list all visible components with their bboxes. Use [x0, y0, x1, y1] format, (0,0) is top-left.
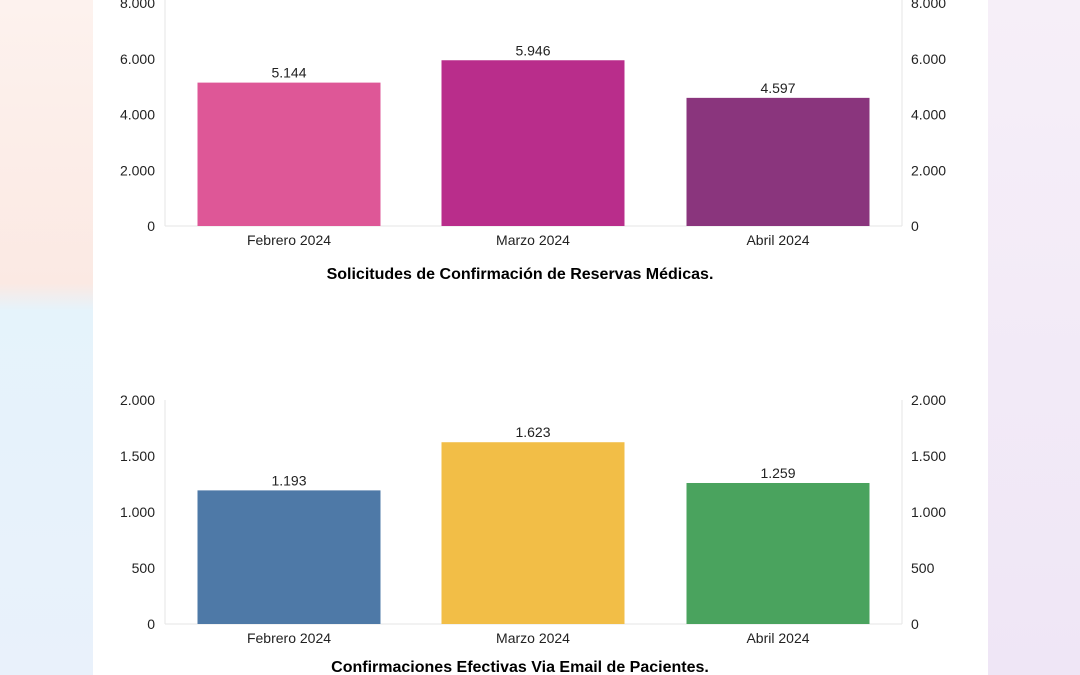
- y-tick-label-right: 8.000: [911, 0, 946, 11]
- bar-0: [197, 82, 381, 227]
- x-category-label: Marzo 2024: [496, 232, 570, 248]
- data-label: 4.597: [760, 80, 795, 96]
- y-tick-label-right: 0: [911, 218, 919, 234]
- y-tick-label-left: 2.000: [120, 392, 155, 408]
- chart-title: Confirmaciones Efectivas Via Email de Pa…: [331, 659, 709, 675]
- y-tick-label-left: 500: [132, 560, 156, 576]
- bar-group: [197, 442, 870, 624]
- chart-reservas: 5.144 5.946 4.597 0 2.000 4.000 6.000 8.000 0 2…: [120, 0, 946, 283]
- bar-2: [686, 482, 870, 624]
- data-label: 1.193: [271, 472, 306, 488]
- x-category-label: Abril 2024: [746, 232, 809, 248]
- right-tick-group: 0 2.000 4.000 6.000 8.000: [911, 0, 946, 234]
- bar-group: [197, 60, 870, 227]
- x-category-label: Marzo 2024: [496, 630, 570, 646]
- data-label: 1.259: [760, 465, 795, 481]
- y-tick-label-left: 1.500: [120, 448, 155, 464]
- y-tick-label-left: 2.000: [120, 162, 155, 178]
- x-category-label: Febrero 2024: [247, 630, 331, 646]
- y-tick-label-left: 0: [147, 218, 155, 234]
- background-left: [0, 0, 93, 675]
- data-label: 1.623: [515, 424, 550, 440]
- y-tick-label-right: 1.500: [911, 448, 946, 464]
- y-tick-label-left: 6.000: [120, 51, 155, 67]
- y-tick-label-left: 1.000: [120, 504, 155, 520]
- category-label-group: Febrero 2024 Marzo 2024 Abril 2024: [247, 630, 810, 646]
- bar-1: [441, 442, 625, 624]
- y-tick-label-right: 2.000: [911, 162, 946, 178]
- bar-2: [686, 97, 870, 226]
- y-tick-label-right: 6.000: [911, 51, 946, 67]
- bar-1: [441, 60, 625, 226]
- y-tick-label-right: 500: [911, 560, 935, 576]
- data-label-group: 1.193 1.623 1.259: [271, 424, 795, 488]
- x-category-label: Abril 2024: [746, 630, 809, 646]
- y-tick-label-right: 4.000: [911, 107, 946, 123]
- background-right: [988, 0, 1080, 675]
- x-category-label: Febrero 2024: [247, 232, 331, 248]
- left-tick-group: 0 500 1.000 1.500 2.000: [120, 392, 155, 632]
- left-tick-group: 0 2.000 4.000 6.000 8.000: [120, 0, 155, 234]
- chart-title: Solicitudes de Confirmación de Reservas …: [327, 266, 714, 283]
- y-tick-label-right: 0: [911, 616, 919, 632]
- chart-email: 1.193 1.623 1.259 0 500 1.000 1.500 2.000 0 500…: [120, 392, 946, 675]
- data-label: 5.946: [515, 42, 550, 58]
- right-tick-group: 0 500 1.000 1.500 2.000: [911, 392, 946, 632]
- bar-0: [197, 490, 381, 624]
- y-tick-label-right: 2.000: [911, 392, 946, 408]
- category-label-group: Febrero 2024 Marzo 2024 Abril 2024: [247, 232, 810, 248]
- y-tick-label-right: 1.000: [911, 504, 946, 520]
- y-tick-label-left: 4.000: [120, 107, 155, 123]
- y-tick-label-left: 0: [147, 616, 155, 632]
- data-label-group: 5.144 5.946 4.597: [271, 42, 795, 96]
- data-label: 5.144: [271, 65, 306, 81]
- y-tick-label-left: 8.000: [120, 0, 155, 11]
